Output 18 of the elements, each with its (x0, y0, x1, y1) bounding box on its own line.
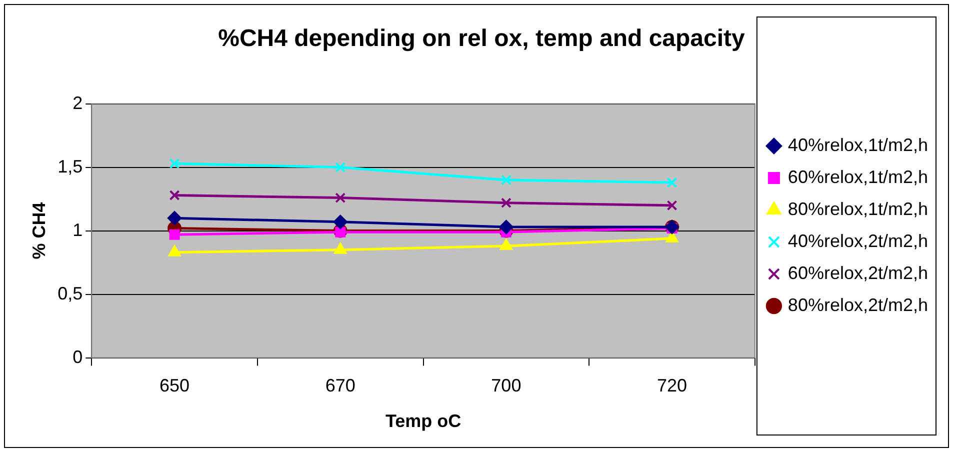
y-axis-title: % CH4 (28, 202, 49, 260)
chart-title: %CH4 depending on rel ox, temp and capacity (218, 25, 746, 52)
x-tick-label: 670 (325, 376, 356, 396)
x-tick-label: 700 (491, 376, 522, 396)
x-tick-label: 720 (656, 376, 688, 396)
legend-label: 40%relox,1t/m2,h (788, 134, 928, 155)
y-tick-label: 0,5 (58, 283, 83, 304)
y-tick-label: 0 (72, 346, 83, 367)
legend-label: 40%relox,2t/m2,h (788, 230, 928, 251)
legend-label: 80%relox,1t/m2,h (788, 198, 928, 219)
y-tick-label: 2 (72, 92, 83, 113)
legend-label: 60%relox,2t/m2,h (788, 262, 928, 283)
legend-label: 60%relox,1t/m2,h (788, 166, 928, 187)
legend-label: 80%relox,2t/m2,h (788, 294, 928, 315)
y-tick-label: 1,5 (58, 156, 83, 176)
x-axis-title: Temp oC (385, 411, 462, 432)
x-tick-label: 650 (160, 376, 190, 396)
y-tick-label: 1 (72, 220, 83, 240)
